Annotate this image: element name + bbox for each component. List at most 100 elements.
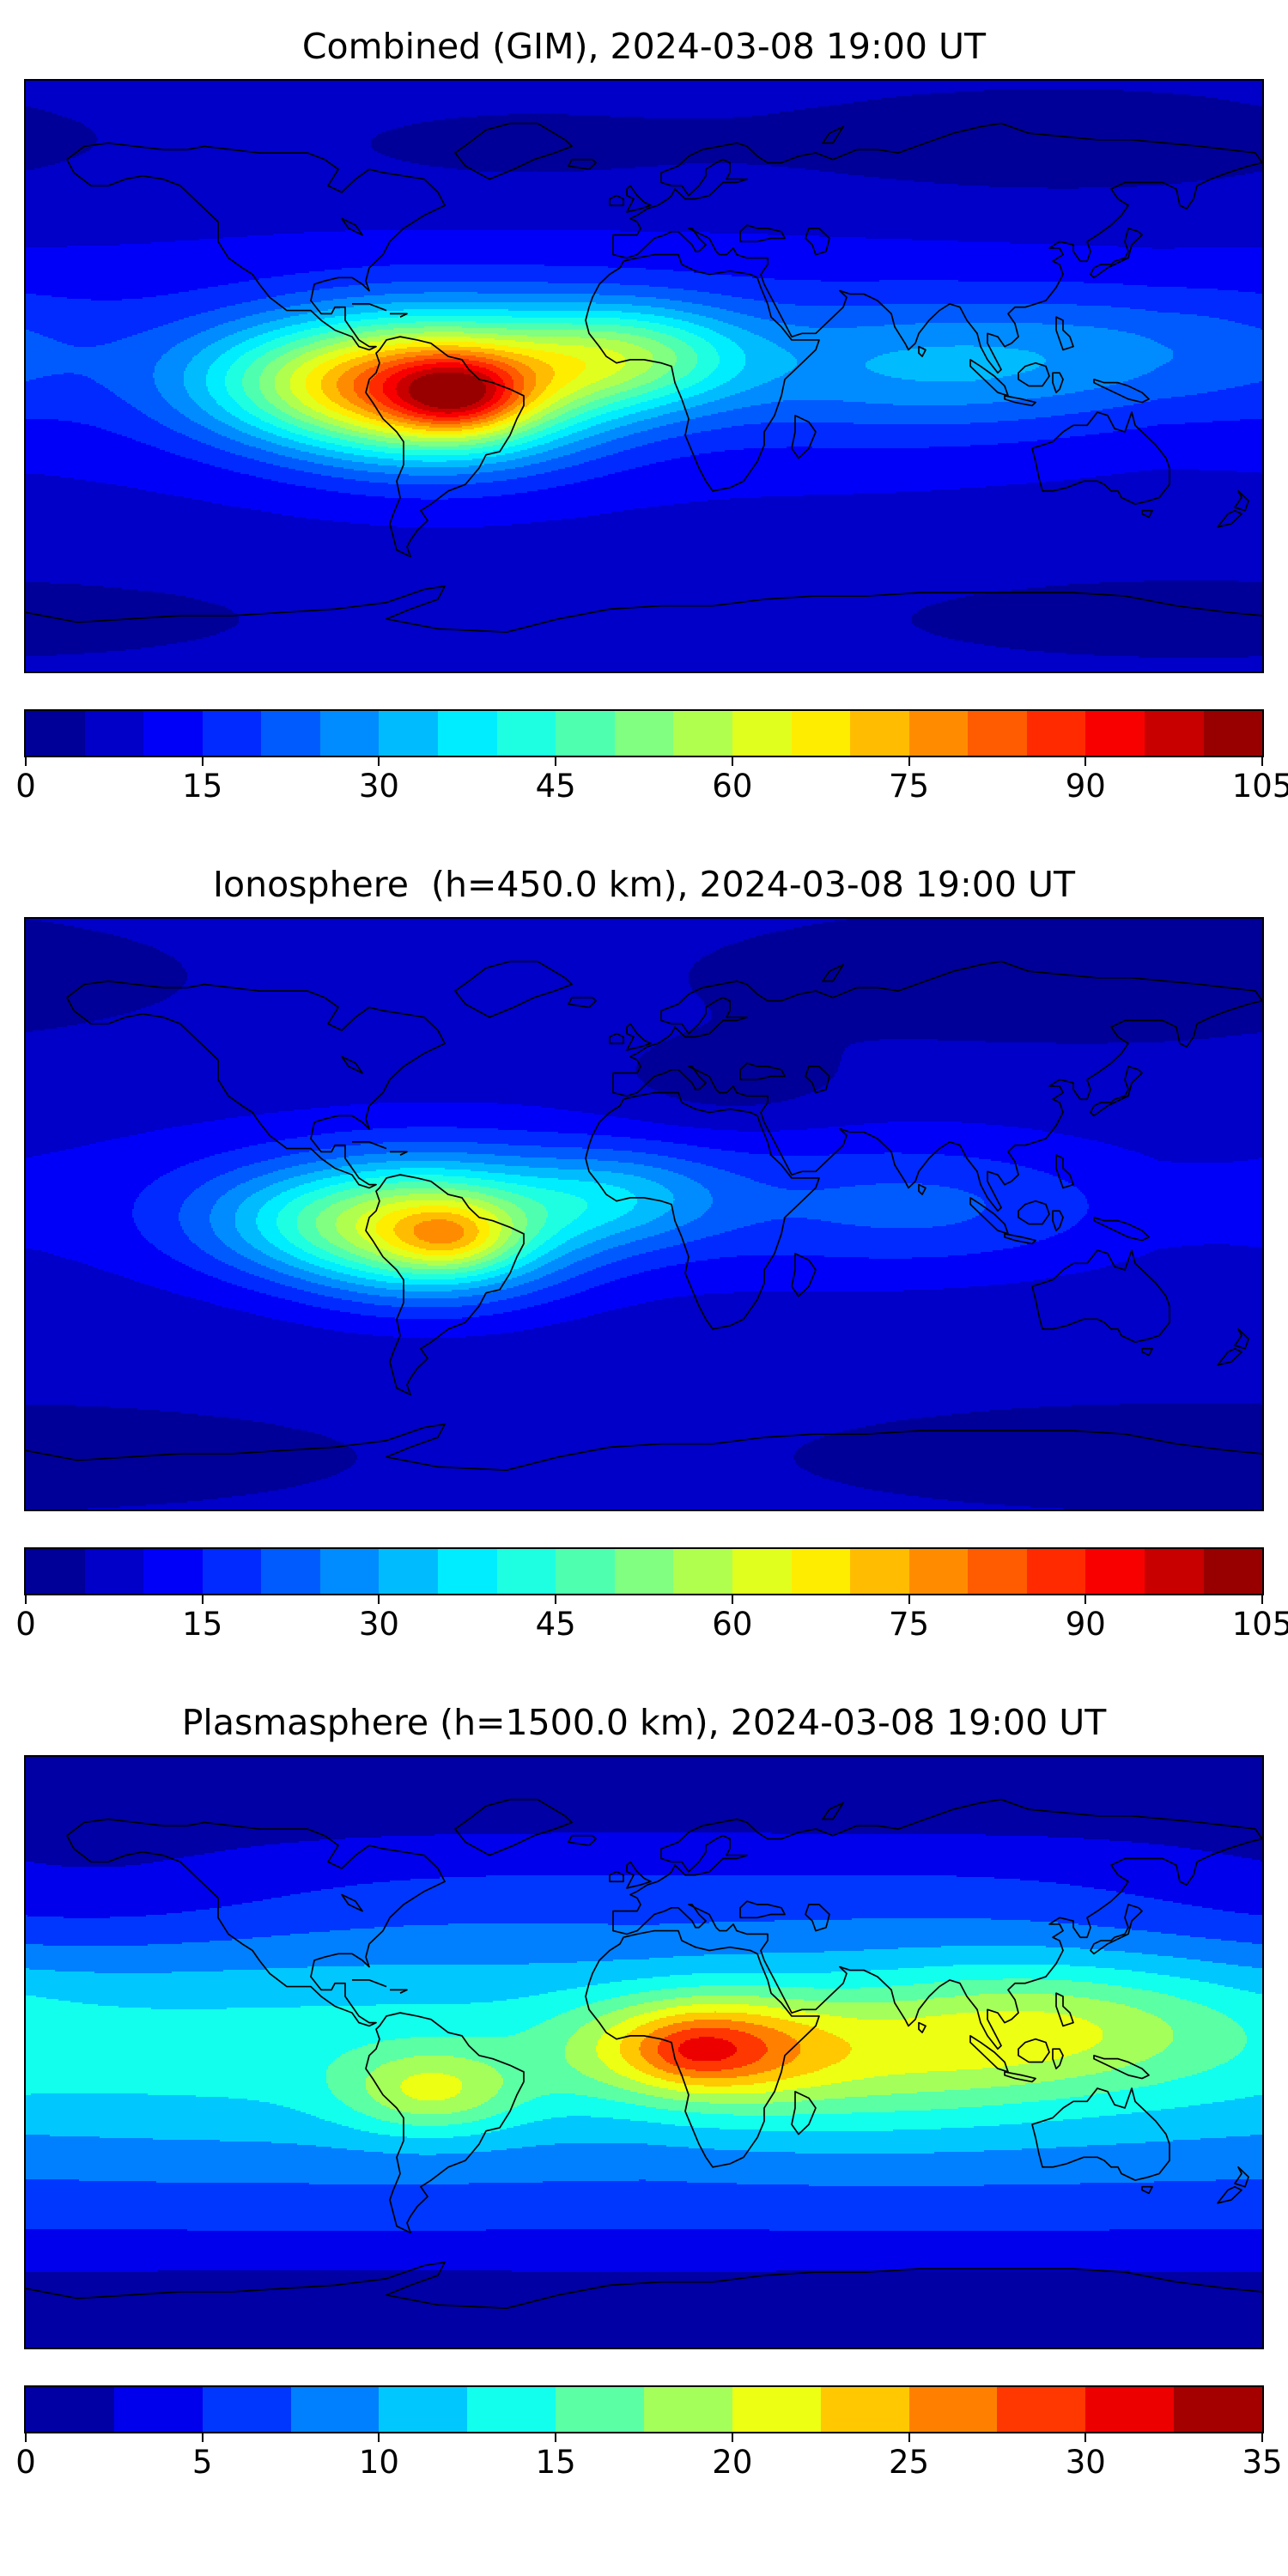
coastline-path (1032, 1250, 1170, 1342)
colorbar-tick-label: 20 (712, 2444, 753, 2481)
colorbar-segment (26, 1549, 85, 1594)
colorbar-segment (379, 1549, 439, 1594)
coastlines-overlay (26, 919, 1262, 1510)
coastline-path (366, 337, 524, 556)
colorbar-tick-mark (1084, 757, 1087, 766)
colorbar-tick-label: 75 (889, 768, 930, 805)
coastline-path (366, 1175, 524, 1394)
colorbar-tick-mark (1261, 1595, 1263, 1604)
coastline-path (1235, 491, 1249, 511)
colorbar-segment (379, 2387, 468, 2432)
colorbar-tick-mark (1261, 757, 1263, 766)
colorbar-tick-label: 45 (535, 768, 576, 805)
coastline-path (1094, 380, 1149, 403)
coastline-path (627, 185, 651, 212)
coastline-path (26, 2263, 1262, 2309)
colorbar-segment (850, 711, 909, 756)
colorbar-ticks-plasmasphere: 0 5 10 15 20 25 30 35 (15, 2433, 1283, 2485)
coastline-path (613, 1800, 1262, 2049)
coastline-path (740, 225, 785, 241)
colorbar-segment (202, 2387, 291, 2432)
panel-title-combined: Combined (GIM), 2024-03-08 19:00 UT (301, 26, 987, 67)
colorbar-tick-label: 30 (1065, 2444, 1106, 2481)
coastline-path (1142, 511, 1152, 518)
coastline-path (1218, 511, 1242, 527)
coastline-path (67, 981, 445, 1188)
colorbar-tick-label: 0 (15, 2444, 36, 2481)
figure: Combined (GIM), 2024-03-08 19:00 UT 0 15 3… (0, 26, 1288, 2485)
colorbar-tick-mark (555, 757, 557, 766)
coastline-path (1053, 1211, 1063, 1230)
colorbar-tick-label: 30 (358, 768, 399, 805)
colorbar-segment (143, 1549, 203, 1594)
colorbar-tick-mark (378, 1595, 380, 1604)
colorbar-tick-label: 5 (191, 2444, 213, 2481)
panel-plasmasphere: Plasmasphere (h=1500.0 km), 2024-03-08 1… (0, 1702, 1288, 2485)
colorbar-segment (26, 711, 85, 756)
coastline-path (1053, 2049, 1063, 2069)
colorbar-tick-mark (25, 1595, 27, 1604)
coastline-path (1005, 1234, 1036, 1243)
colorbar-segment (614, 1549, 674, 1594)
coastline-path (823, 1803, 843, 1820)
colorbar-tick-mark (201, 2433, 204, 2442)
colorbar-segment (261, 1549, 320, 1594)
coastline-path (1018, 1201, 1049, 1224)
colorbar-combined (24, 709, 1264, 757)
world-map-plasmasphere (24, 1755, 1264, 2349)
coastline-path (586, 1931, 819, 2167)
coastline-path (1142, 1349, 1152, 1356)
colorbar-ionosphere (24, 1547, 1264, 1595)
colorbar-tick-label: 60 (712, 1606, 753, 1643)
coastline-path (1005, 2072, 1036, 2081)
coastline-path (627, 1024, 651, 1050)
colorbar-tick-label: 45 (535, 1606, 576, 1643)
coastline-path (342, 1895, 362, 1911)
colorbar-tick-mark (908, 1595, 910, 1604)
coastline-path (919, 347, 926, 356)
coastline-path (627, 1862, 651, 1888)
coastline-path (1235, 1329, 1249, 1349)
colorbar-tick-label: 30 (358, 1606, 399, 1643)
colorbar-tick-mark (1084, 1595, 1087, 1604)
colorbar-segment (791, 1549, 851, 1594)
world-map-ionosphere (24, 917, 1264, 1511)
colorbar-tick-mark (731, 2433, 733, 2442)
colorbar-tick-label: 90 (1065, 768, 1106, 805)
coastline-path (1094, 2056, 1149, 2079)
colorbar-segment (732, 711, 792, 756)
colorbar-segment (644, 2387, 732, 2432)
coastline-path (1005, 396, 1036, 405)
colorbar-segment (496, 711, 556, 756)
coastline-path (610, 1872, 623, 1881)
tec-contour-canvas-ionosphere (26, 919, 1262, 1510)
coastline-path (970, 2036, 1008, 2072)
coastline-path (1235, 2167, 1249, 2187)
colorbar-plasmasphere (24, 2385, 1264, 2433)
colorbar-segment (791, 711, 851, 756)
coastline-path (919, 2023, 926, 2032)
colorbar-tick-mark (731, 1595, 733, 1604)
colorbar-segment (968, 1549, 1027, 1594)
colorbar-ticks-ionosphere: 0 15 30 45 60 75 90 105 (15, 1595, 1288, 1647)
coastline-path (792, 2092, 816, 2135)
colorbar-segment (556, 711, 615, 756)
coastline-path (67, 1820, 445, 2026)
colorbar-segment (1144, 1549, 1204, 1594)
colorbar-tick-label: 35 (1242, 2444, 1283, 2481)
coastline-path (919, 1185, 926, 1194)
coastline-path (1218, 1349, 1242, 1365)
coastline-path (455, 1800, 572, 1856)
colorbar-segment (968, 711, 1027, 756)
colorbar-segment (319, 1549, 380, 1594)
coastline-path (1091, 228, 1142, 277)
coastline-path (823, 965, 843, 981)
coastline-path (568, 998, 596, 1007)
colorbar-tick-mark (731, 757, 733, 766)
tec-contour-canvas-plasmasphere (26, 1757, 1262, 2348)
coastline-path (613, 124, 1262, 373)
coastline-path (342, 219, 362, 235)
colorbar-segment (850, 1549, 909, 1594)
colorbar-ticks-combined: 0 15 30 45 60 75 90 105 (15, 757, 1288, 809)
colorbar-tick-label: 75 (889, 1606, 930, 1643)
